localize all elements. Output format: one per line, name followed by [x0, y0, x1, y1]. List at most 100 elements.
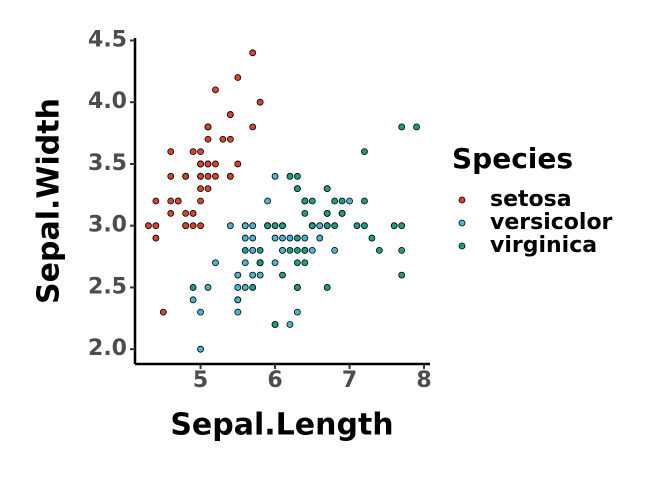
point: [241, 284, 249, 291]
point: [204, 172, 212, 180]
y-tick-label: 2.0: [88, 336, 127, 361]
point: [271, 259, 279, 267]
point: [197, 185, 204, 193]
point: [279, 246, 286, 254]
y-axis-title: Sepal.Width: [32, 98, 67, 304]
point: [197, 172, 204, 180]
point: [331, 197, 339, 205]
x-tick-label: 6: [267, 368, 282, 393]
point: [323, 222, 331, 230]
point: [197, 222, 204, 230]
point: [331, 246, 339, 254]
point: [234, 296, 242, 304]
point: [398, 246, 406, 254]
point: [316, 222, 324, 230]
legend-label: setosa: [490, 187, 572, 212]
point: [249, 284, 257, 291]
point: [249, 222, 257, 230]
point: [174, 197, 182, 205]
point: [271, 234, 279, 242]
x-axis-title: Sepal.Length: [170, 408, 393, 443]
point: [204, 135, 212, 143]
point: [189, 296, 197, 304]
point: [338, 209, 346, 217]
point: [234, 74, 242, 81]
point: [301, 246, 309, 254]
x-tick-label: 5: [193, 368, 208, 393]
point: [167, 197, 175, 205]
y-tick-label: 3.5: [88, 151, 127, 176]
point: [375, 246, 383, 254]
point: [212, 160, 219, 168]
point: [167, 209, 175, 217]
point: [182, 209, 190, 217]
point: [256, 271, 264, 279]
point: [189, 209, 197, 217]
point: [301, 209, 309, 217]
point: [361, 148, 368, 156]
point: [249, 234, 257, 242]
point: [145, 222, 152, 230]
point: [256, 98, 264, 106]
legend-key: [458, 242, 466, 250]
point: [249, 123, 257, 131]
point: [234, 271, 242, 279]
point: [204, 185, 212, 193]
point: [189, 148, 197, 156]
point: [293, 234, 301, 242]
point: [249, 246, 257, 254]
point: [249, 271, 257, 279]
point: [316, 234, 324, 242]
point: [286, 321, 294, 328]
point: [197, 148, 204, 156]
y-tick-label: 4.0: [88, 89, 127, 114]
point: [398, 222, 406, 230]
point: [308, 222, 316, 230]
point: [323, 284, 331, 291]
point: [293, 259, 301, 267]
point: [256, 246, 264, 254]
point: [167, 172, 175, 180]
point: [301, 259, 309, 267]
point: [159, 308, 167, 316]
legend-key: [458, 219, 466, 227]
point: [293, 246, 301, 254]
point: [197, 160, 204, 168]
point: [197, 308, 204, 316]
point: [286, 246, 294, 254]
point: [398, 123, 406, 131]
point: [182, 222, 190, 230]
point: [301, 234, 309, 242]
point: [286, 172, 294, 180]
y-tick-label: 2.5: [88, 274, 127, 299]
point: [308, 246, 316, 254]
point: [308, 197, 316, 205]
point: [241, 222, 249, 230]
point: [353, 222, 361, 230]
point: [182, 172, 190, 180]
legend-key: [458, 196, 466, 204]
point: [293, 284, 301, 291]
point: [293, 185, 301, 193]
x-tick-label: 8: [416, 368, 431, 393]
point: [212, 172, 219, 180]
point: [234, 160, 242, 168]
point: [241, 259, 249, 267]
point: [264, 197, 272, 205]
y-tick-label: 3.0: [88, 213, 127, 238]
legend-title: Species: [452, 142, 573, 175]
point: [256, 259, 264, 267]
point: [413, 123, 420, 131]
point: [189, 284, 197, 291]
point: [241, 246, 249, 254]
point: [264, 222, 272, 230]
point: [398, 271, 406, 279]
point: [346, 197, 353, 205]
point: [241, 234, 249, 242]
point: [331, 222, 339, 230]
point: [293, 172, 301, 180]
point: [197, 345, 204, 353]
legend-label: versicolor: [490, 210, 613, 235]
